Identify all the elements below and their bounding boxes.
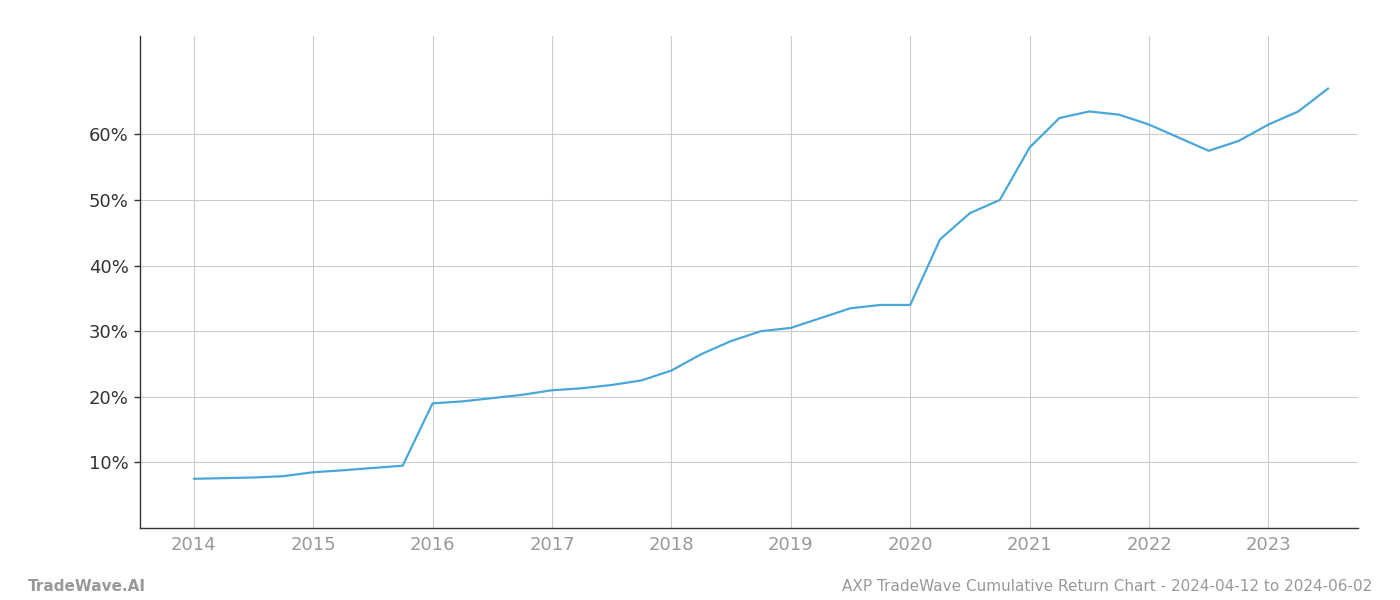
Text: TradeWave.AI: TradeWave.AI: [28, 579, 146, 594]
Text: AXP TradeWave Cumulative Return Chart - 2024-04-12 to 2024-06-02: AXP TradeWave Cumulative Return Chart - …: [841, 579, 1372, 594]
